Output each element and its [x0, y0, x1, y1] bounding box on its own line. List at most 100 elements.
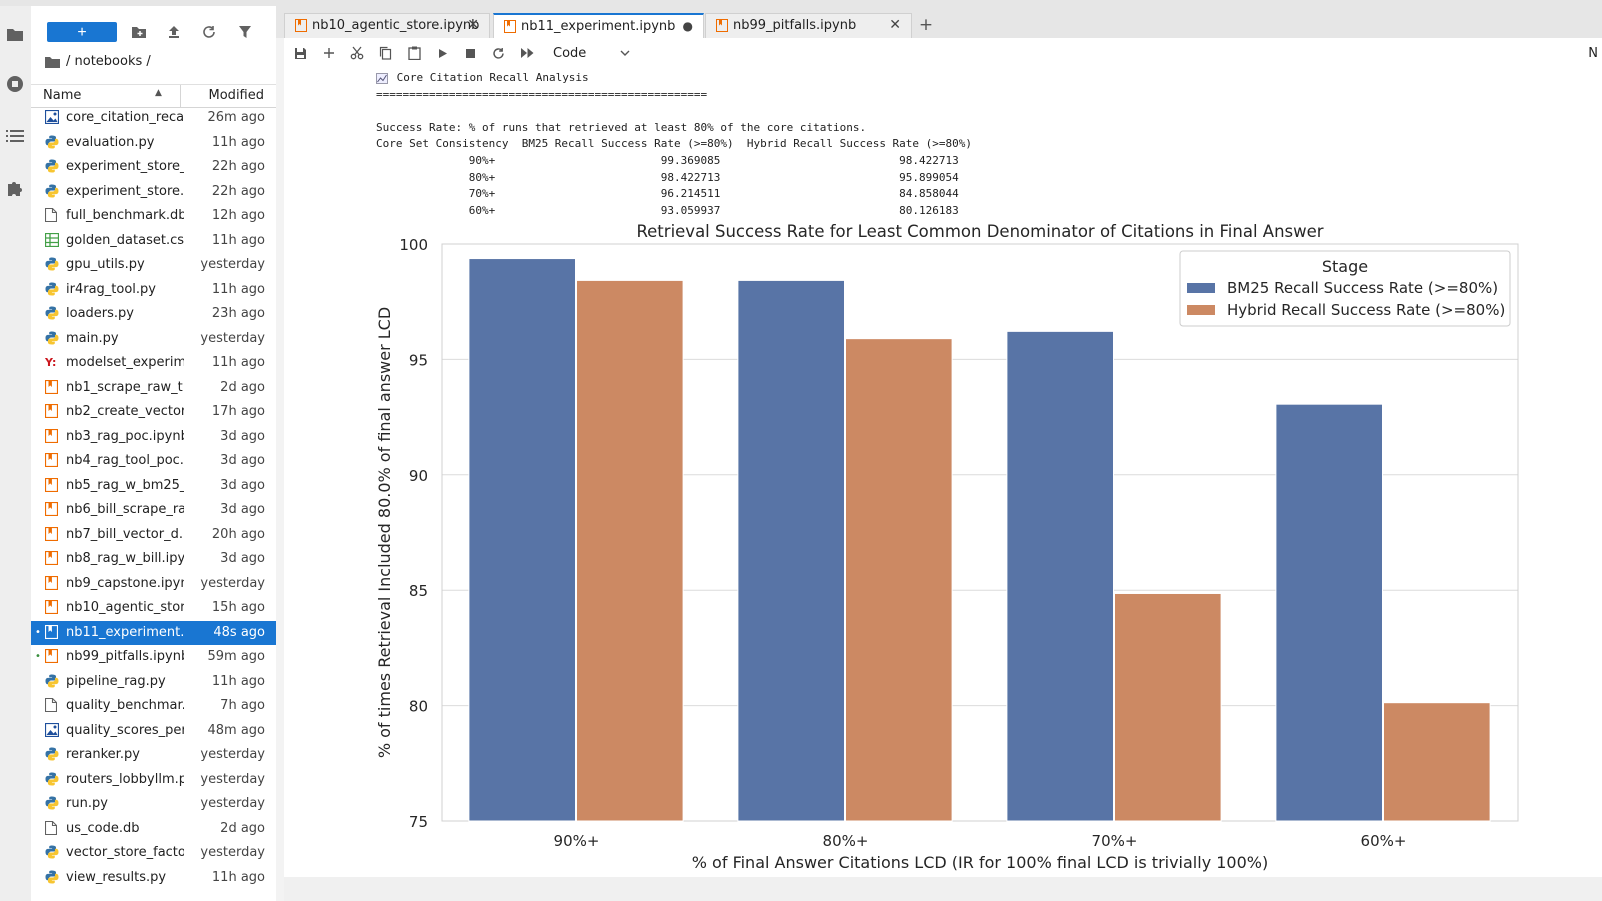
restart-icon[interactable]: [489, 44, 507, 62]
name-column-header[interactable]: Name: [43, 88, 82, 103]
file-row[interactable]: nb6_bill_scrape_ra... 3d ago: [31, 498, 276, 523]
file-row[interactable]: us_code.db 2d ago: [31, 817, 276, 842]
file-name[interactable]: vector_store_facto...: [66, 845, 184, 860]
file-name[interactable]: us_code.db: [66, 820, 140, 836]
horizontal-scrollbar[interactable]: [284, 877, 1602, 901]
file-row[interactable]: nb1_scrape_raw_t... 2d ago: [31, 376, 276, 401]
file-name[interactable]: view_results.py: [66, 869, 167, 885]
unsaved-dot-icon[interactable]: ●: [682, 19, 693, 33]
file-row[interactable]: nb3_rag_poc.ipynb 3d ago: [31, 425, 276, 450]
file-name[interactable]: experiment_store_...: [66, 159, 184, 174]
file-row[interactable]: nb8_rag_w_bill.ipy... 3d ago: [31, 547, 276, 572]
file-name[interactable]: golden_dataset.csv: [66, 232, 184, 248]
file-name[interactable]: nb8_rag_w_bill.ipy...: [66, 551, 184, 566]
file-name[interactable]: reranker.py: [66, 747, 140, 762]
file-name[interactable]: core_citation_recal...: [66, 110, 184, 125]
file-row[interactable]: loaders.py 23h ago: [31, 302, 276, 327]
run-icon[interactable]: [434, 44, 452, 62]
file-name[interactable]: nb1_scrape_raw_t...: [66, 379, 184, 395]
fast-forward-icon[interactable]: [518, 44, 536, 62]
new-launcher-button[interactable]: +: [47, 22, 117, 42]
tab-nb99-pitfalls[interactable]: nb99_pitfalls.ipynb ✕: [705, 13, 912, 38]
file-name[interactable]: nb99_pitfalls.ipynb: [66, 649, 184, 664]
file-name[interactable]: nb7_bill_vector_d...: [66, 526, 184, 542]
file-name[interactable]: full_benchmark.db: [66, 208, 184, 223]
file-row[interactable]: nb9_capstone.ipynb yesterday: [31, 572, 276, 597]
upload-icon[interactable]: [162, 20, 186, 44]
file-name[interactable]: modelset_experim...: [66, 355, 184, 370]
legend-swatch: [1187, 305, 1215, 315]
file-row[interactable]: golden_dataset.csv 11h ago: [31, 229, 276, 254]
file-row[interactable]: core_citation_recal... 26m ago: [31, 106, 276, 131]
file-name[interactable]: nb2_create_vector...: [66, 404, 184, 419]
table-of-contents-icon[interactable]: [5, 126, 25, 146]
file-row[interactable]: pipeline_rag.py 11h ago: [31, 670, 276, 695]
file-name[interactable]: quality_scores_per...: [66, 722, 184, 738]
file-name[interactable]: quality_benchmar...: [66, 698, 184, 713]
filter-icon[interactable]: [233, 20, 257, 44]
new-folder-icon[interactable]: [127, 20, 151, 44]
file-name[interactable]: nb6_bill_scrape_ra...: [66, 502, 184, 517]
file-row[interactable]: Y: modelset_experim... 11h ago: [31, 351, 276, 376]
close-icon[interactable]: ✕: [889, 17, 901, 33]
file-row[interactable]: quality_benchmar... 7h ago: [31, 694, 276, 719]
cut-icon[interactable]: [348, 44, 366, 62]
extensions-puzzle-icon[interactable]: [5, 178, 25, 198]
paste-icon[interactable]: [405, 44, 423, 62]
file-row[interactable]: • nb99_pitfalls.ipynb 59m ago: [31, 645, 276, 670]
file-row[interactable]: ir4rag_tool.py 11h ago: [31, 278, 276, 303]
file-row[interactable]: quality_scores_per... 48m ago: [31, 719, 276, 744]
file-row[interactable]: nb4_rag_tool_poc.... 3d ago: [31, 449, 276, 474]
file-name[interactable]: run.py: [66, 796, 108, 811]
stop-icon[interactable]: [461, 44, 479, 62]
file-name[interactable]: gpu_utils.py: [66, 257, 145, 272]
kernel-indicator[interactable]: N: [1588, 46, 1598, 61]
running-kernels-icon[interactable]: [5, 74, 25, 94]
file-row[interactable]: • nb11_experiment.i... 48s ago: [31, 620, 276, 645]
file-row[interactable]: experiment_store.... 22h ago: [31, 180, 276, 205]
file-name[interactable]: pipeline_rag.py: [66, 673, 166, 689]
column-divider[interactable]: [180, 85, 181, 107]
modified-column-header[interactable]: Modified: [208, 88, 264, 103]
add-tab-button[interactable]: +: [918, 15, 934, 35]
tab-nb11-experiment[interactable]: nb11_experiment.ipynb ●: [493, 13, 704, 39]
file-row[interactable]: gpu_utils.py yesterday: [31, 253, 276, 278]
file-name[interactable]: evaluation.py: [66, 134, 155, 150]
tab-nb10-agentic-store[interactable]: nb10_agentic_store.ipynb ✕: [284, 13, 490, 38]
refresh-icon[interactable]: [197, 20, 221, 44]
file-row[interactable]: view_results.py 11h ago: [31, 866, 276, 891]
file-name[interactable]: nb5_rag_w_bm25_...: [66, 477, 184, 493]
tab-label: nb99_pitfalls.ipynb: [733, 18, 857, 33]
save-icon[interactable]: [291, 44, 309, 62]
file-name[interactable]: experiment_store....: [66, 183, 184, 199]
file-row[interactable]: run.py yesterday: [31, 792, 276, 817]
file-name[interactable]: loaders.py: [66, 306, 134, 321]
file-name[interactable]: main.py: [66, 330, 119, 346]
file-name[interactable]: nb9_capstone.ipynb: [66, 575, 184, 591]
insert-cell-icon[interactable]: [320, 44, 338, 62]
file-name[interactable]: routers_lobbyllm.py: [66, 771, 184, 787]
copy-icon[interactable]: [376, 44, 394, 62]
file-name[interactable]: nb3_rag_poc.ipynb: [66, 428, 184, 444]
folder-icon[interactable]: [5, 24, 25, 44]
file-name[interactable]: ir4rag_tool.py: [66, 281, 156, 297]
file-row[interactable]: vector_store_facto... yesterday: [31, 841, 276, 866]
breadcrumb[interactable]: / notebooks /: [45, 54, 151, 69]
file-name[interactable]: nb11_experiment.i...: [66, 624, 184, 640]
file-row[interactable]: nb10_agentic_stor... 15h ago: [31, 596, 276, 621]
file-row[interactable]: experiment_store_... 22h ago: [31, 155, 276, 180]
chevron-down-icon[interactable]: [619, 44, 631, 63]
cell-type-select[interactable]: Code: [553, 46, 587, 61]
file-row[interactable]: full_benchmark.db 12h ago: [31, 204, 276, 229]
file-row[interactable]: nb7_bill_vector_d... 20h ago: [31, 523, 276, 548]
file-row[interactable]: nb2_create_vector... 17h ago: [31, 400, 276, 425]
breadcrumb-path[interactable]: / notebooks /: [66, 54, 151, 69]
file-row[interactable]: reranker.py yesterday: [31, 743, 276, 768]
close-icon[interactable]: ✕: [467, 17, 479, 33]
file-name[interactable]: nb10_agentic_stor...: [66, 600, 184, 615]
file-row[interactable]: evaluation.py 11h ago: [31, 131, 276, 156]
file-row[interactable]: routers_lobbyllm.py yesterday: [31, 768, 276, 793]
file-row[interactable]: main.py yesterday: [31, 327, 276, 352]
file-row[interactable]: nb5_rag_w_bm25_... 3d ago: [31, 474, 276, 499]
file-name[interactable]: nb4_rag_tool_poc....: [66, 453, 184, 468]
